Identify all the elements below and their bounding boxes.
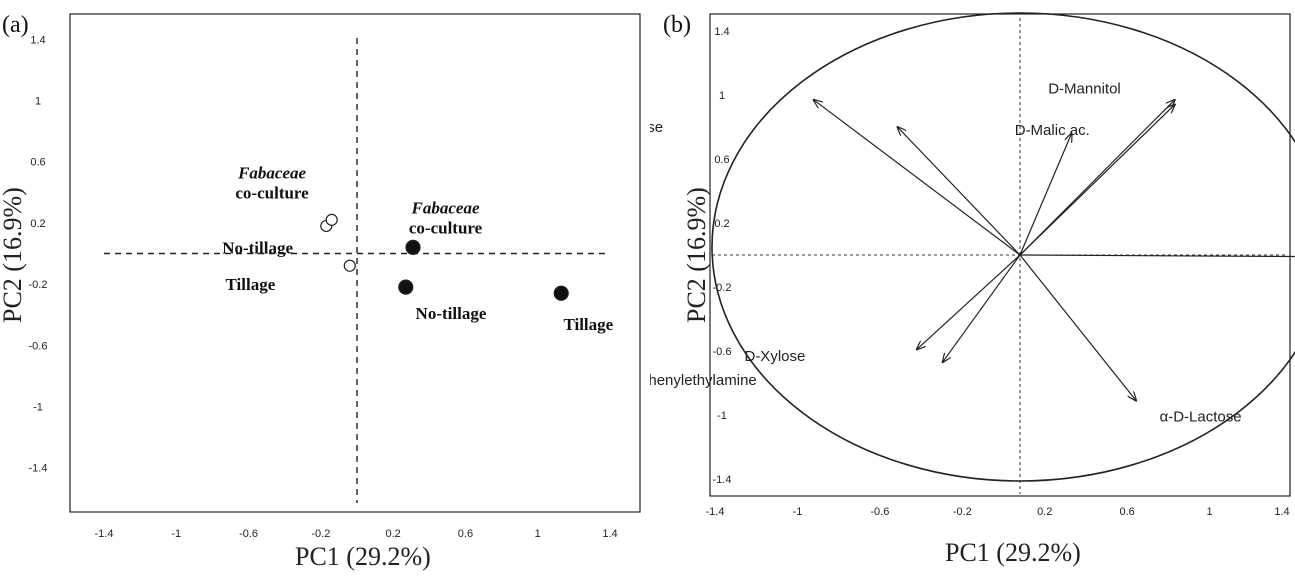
y-tick-label-b: 0.6 bbox=[714, 154, 729, 166]
annotation-a: co-culture bbox=[409, 218, 483, 237]
chart-a-x-axis-label: PC1 (29.2%) bbox=[295, 542, 431, 571]
panel-a: (a) -1.4 -1 -0.6 -0.2 0.2 0.6 1 1.4 -1.4 -1 -0.6 -0… bbox=[0, 0, 645, 577]
annotation-a: No-tillage bbox=[416, 304, 487, 323]
loading-vector bbox=[1019, 133, 1072, 256]
open-point bbox=[343, 259, 356, 272]
loading-vector bbox=[1019, 105, 1175, 256]
x-tick-label-a: 0.2 bbox=[385, 528, 400, 540]
variable-label: D-Cellobiose bbox=[650, 119, 663, 136]
chart-b-x-axis-label: PC1 (29.2%) bbox=[945, 538, 1081, 567]
y-tick-label-a: -1 bbox=[33, 402, 43, 414]
x-tick-label-b: -0.6 bbox=[870, 506, 889, 518]
annotation-a: co-culture bbox=[235, 183, 309, 202]
chart-a-y-axis-label: PC2 (16.9%) bbox=[0, 187, 27, 323]
y-tick-label-b: -1 bbox=[717, 410, 727, 422]
y-tick-label-a: 1.4 bbox=[30, 34, 45, 46]
y-tick-label-b: -0.6 bbox=[713, 346, 732, 358]
y-tick-label-b: 1 bbox=[719, 90, 725, 102]
y-tick-label-a: 0.6 bbox=[30, 157, 45, 169]
loading-vector bbox=[917, 254, 1021, 349]
x-tick-label-a: -1 bbox=[171, 528, 181, 540]
annotation-a: No-tillage bbox=[222, 238, 293, 257]
y-tick-label-a: 1 bbox=[35, 96, 41, 108]
chart-b-y-axis-label: PC2 (16.9%) bbox=[682, 187, 711, 323]
open-point bbox=[325, 213, 338, 226]
chart-b-svg: -1.4 -1 -0.6 -0.2 0.2 0.6 1 1.4 -1.4 -1 -0.6 -0.2 0.… bbox=[650, 12, 1295, 518]
annotation-a: Fabaceae bbox=[411, 199, 480, 218]
y-tick-label-a: -0.6 bbox=[29, 340, 48, 352]
x-tick-label-b: -1 bbox=[793, 506, 803, 518]
loading-vector bbox=[1019, 254, 1295, 258]
variable-label: D-Mannitol bbox=[1048, 81, 1121, 98]
x-tick-label-a: 1.4 bbox=[602, 528, 617, 540]
loading-vector bbox=[897, 127, 1021, 256]
y-tick-label-b: 1.4 bbox=[714, 26, 729, 38]
filled-point bbox=[398, 279, 414, 295]
x-tick-label-a: -1.4 bbox=[95, 528, 114, 540]
y-tick-label-b: -0.2 bbox=[713, 282, 732, 294]
panel-a-label: (a) bbox=[2, 12, 29, 38]
x-tick-label-a: -0.2 bbox=[311, 528, 330, 540]
loading-vector bbox=[814, 100, 1021, 256]
annotation-a: Fabaceae bbox=[237, 163, 306, 182]
filled-point bbox=[553, 285, 569, 301]
loading-vector bbox=[943, 254, 1021, 362]
x-tick-label-a: 0.6 bbox=[458, 528, 473, 540]
x-tick-label-a: -0.6 bbox=[239, 528, 258, 540]
x-tick-label-b: 1.4 bbox=[1274, 506, 1289, 518]
x-tick-label-b: 1 bbox=[1207, 506, 1213, 518]
x-tick-label-b: -0.2 bbox=[953, 506, 972, 518]
y-tick-label-b: 0.2 bbox=[714, 218, 729, 230]
x-tick-label-a: 1 bbox=[535, 528, 541, 540]
x-tick-label-b: -1.4 bbox=[706, 506, 725, 518]
filled-point bbox=[405, 239, 421, 255]
variable-label: Phenylethylamine bbox=[650, 372, 757, 389]
y-tick-label-a: -0.2 bbox=[29, 279, 48, 291]
plot-a-frame bbox=[69, 13, 641, 513]
chart-a-svg: -1.4 -1 -0.6 -0.2 0.2 0.6 1 1.4 -1.4 -1 -0.6 -0.2 0.… bbox=[29, 13, 641, 540]
variable-label: D-Malic ac. bbox=[1015, 122, 1090, 139]
variable-label: D-Xylose bbox=[744, 348, 805, 365]
variable-label: α-D-Lactose bbox=[1160, 409, 1242, 426]
panel-b: (b) -1.4 -1 -0.6 -0.2 0.2 0.6 1 1.4 -1.4 -1 -0.6 -0… bbox=[650, 0, 1295, 577]
annotation-a: Tillage bbox=[226, 275, 276, 294]
x-tick-label-b: 0.2 bbox=[1037, 506, 1052, 518]
y-tick-label-b: -1.4 bbox=[713, 474, 732, 486]
annotation-a: Tillage bbox=[563, 315, 613, 334]
y-tick-label-a: 0.2 bbox=[30, 218, 45, 230]
y-tick-label-a: -1.4 bbox=[29, 463, 48, 475]
loading-vector bbox=[1019, 254, 1136, 401]
panel-b-label: (b) bbox=[663, 12, 691, 38]
x-tick-label-b: 0.6 bbox=[1119, 506, 1134, 518]
